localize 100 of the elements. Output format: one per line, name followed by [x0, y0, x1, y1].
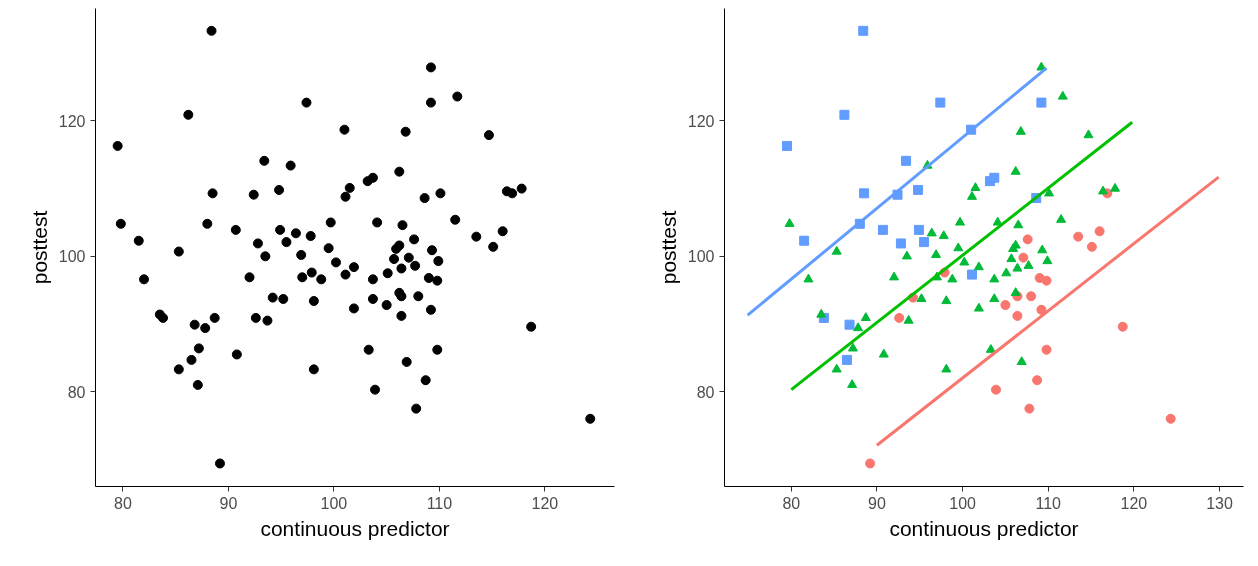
point	[935, 97, 946, 108]
x-tick-label: 90	[219, 494, 238, 512]
point	[913, 184, 924, 195]
point	[1073, 231, 1084, 242]
point	[1013, 219, 1024, 229]
x-tick-label: 100	[320, 494, 348, 512]
point	[858, 25, 869, 36]
point	[967, 269, 978, 280]
point	[1056, 214, 1067, 223]
point	[967, 191, 978, 200]
point	[989, 293, 1000, 303]
x-tick-label: 110	[1035, 494, 1062, 512]
point	[859, 188, 870, 199]
point	[970, 182, 981, 192]
point	[1086, 241, 1097, 252]
x-axis-title: continuous predictor	[260, 516, 450, 540]
point	[992, 216, 1003, 226]
point	[784, 218, 795, 227]
point	[1001, 267, 1012, 277]
point	[1041, 275, 1052, 286]
point	[1165, 413, 1176, 424]
point	[878, 348, 889, 358]
point	[919, 237, 930, 248]
point	[1026, 291, 1037, 302]
point	[989, 273, 1000, 283]
point	[1042, 255, 1053, 265]
y-tick-label: 120	[58, 112, 86, 130]
point	[877, 224, 888, 235]
x-tick-label: 100	[949, 494, 977, 512]
point	[1044, 187, 1055, 197]
x-tick-label: 90	[868, 494, 886, 512]
point	[782, 140, 793, 151]
point	[847, 379, 858, 389]
point	[938, 230, 949, 240]
point	[1037, 244, 1048, 254]
point	[816, 308, 827, 318]
y-tick-label: 100	[687, 248, 715, 266]
point	[1018, 252, 1029, 263]
point	[844, 319, 855, 330]
x-tick-label: 120	[531, 494, 559, 512]
point	[985, 344, 996, 353]
point	[1024, 403, 1035, 414]
x-tick-label: 130	[1206, 494, 1233, 512]
point	[841, 354, 852, 365]
y-tick-label: 120	[687, 112, 715, 130]
point	[1016, 356, 1027, 366]
point	[831, 245, 842, 255]
point	[1006, 253, 1017, 263]
point	[1010, 165, 1021, 175]
point	[1041, 344, 1052, 355]
point	[973, 302, 984, 312]
point	[1015, 126, 1026, 135]
point	[1008, 243, 1019, 252]
point	[1057, 90, 1068, 100]
x-tick-label: 80	[114, 494, 132, 512]
point	[953, 242, 964, 252]
point	[901, 250, 912, 260]
point	[860, 312, 871, 322]
point	[839, 109, 850, 120]
point	[895, 238, 906, 249]
point	[955, 216, 966, 226]
point	[1012, 262, 1023, 272]
point	[1083, 129, 1094, 139]
point	[1036, 97, 1047, 108]
point	[865, 458, 876, 469]
point	[913, 224, 924, 235]
point	[903, 314, 914, 324]
x-tick-label: 80	[782, 494, 801, 512]
point	[989, 172, 1000, 183]
point	[853, 322, 864, 332]
point	[941, 363, 952, 373]
point	[1012, 310, 1023, 321]
point	[1000, 300, 1011, 311]
y-axis-title: posttest	[656, 210, 680, 285]
point	[947, 273, 958, 283]
point	[831, 363, 842, 373]
y-tick-label: 80	[696, 383, 715, 401]
point	[973, 261, 984, 271]
point	[916, 293, 927, 303]
point	[1022, 234, 1033, 245]
point	[1094, 226, 1105, 237]
point	[959, 256, 970, 266]
point	[847, 342, 858, 352]
point	[894, 312, 905, 323]
point	[1098, 185, 1109, 195]
point	[1010, 287, 1021, 296]
point	[1032, 375, 1043, 386]
point	[926, 227, 937, 237]
point	[1117, 321, 1128, 332]
point	[799, 235, 810, 246]
point	[803, 273, 814, 283]
x-tick-label: 120	[1120, 494, 1148, 512]
point	[889, 271, 900, 281]
y-axis-title: posttest	[27, 210, 51, 285]
y-tick-label: 100	[58, 248, 86, 266]
x-axis-title: continuous predictor	[889, 516, 1079, 540]
point	[941, 295, 952, 305]
point	[1023, 260, 1034, 269]
point	[1036, 304, 1047, 315]
x-tick-label: 110	[426, 494, 453, 512]
